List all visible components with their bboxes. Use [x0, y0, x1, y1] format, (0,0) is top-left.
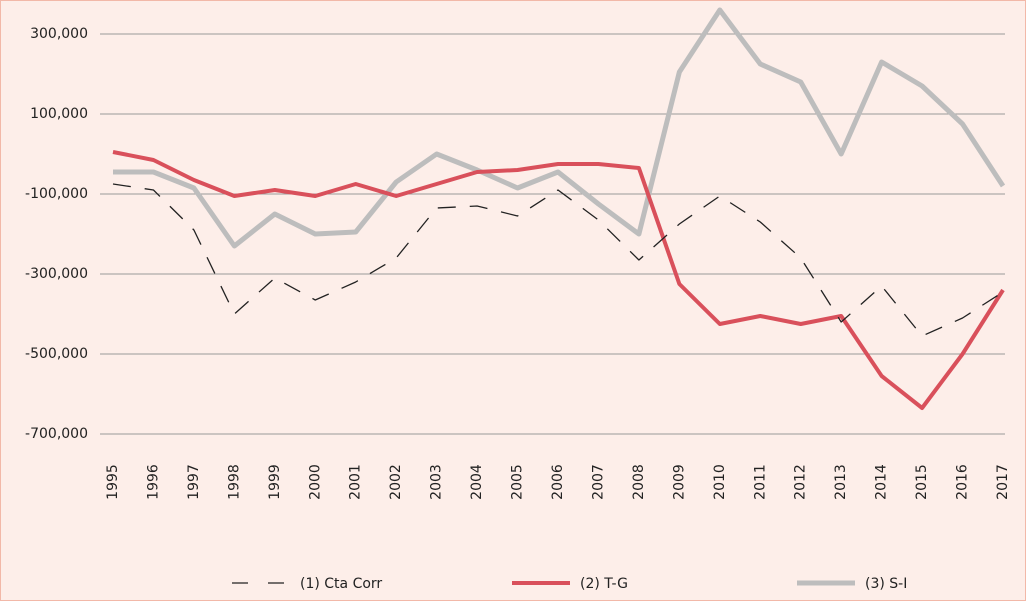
- x-tick-label: 2001: [348, 464, 364, 500]
- x-tick-label: 2003: [429, 464, 445, 500]
- x-tick-label: 2005: [510, 464, 526, 500]
- legend-label: (3) S-I: [865, 576, 907, 592]
- x-tick-label: 2002: [388, 464, 404, 500]
- x-tick-label: 2012: [793, 464, 809, 500]
- x-tick-label: 1998: [226, 464, 242, 500]
- x-tick-label: 2015: [914, 464, 930, 500]
- y-tick-label: 100,000: [30, 106, 88, 122]
- y-tick-label: -500,000: [25, 346, 88, 362]
- line-series: [113, 7, 1006, 249]
- x-tick-label: 2013: [833, 464, 849, 500]
- x-tick-label: 1999: [267, 464, 283, 500]
- x-tick-label: 2008: [631, 464, 647, 500]
- legend-label: (2) T-G: [580, 576, 628, 592]
- x-tick-label: 2017: [995, 464, 1011, 500]
- x-tick-label: 2007: [590, 464, 606, 500]
- line-series: [112, 150, 1005, 410]
- y-tick-label: -300,000: [25, 266, 88, 282]
- x-tick-label: 2016: [955, 464, 971, 500]
- x-tick-label: 2010: [712, 464, 728, 500]
- x-tick-label: 2004: [469, 464, 485, 500]
- x-tick-label: 2000: [307, 464, 323, 500]
- x-tick-label: 2011: [752, 464, 768, 500]
- x-tick-label: 2009: [671, 464, 687, 500]
- legend-label: (1) Cta Corr: [300, 576, 382, 592]
- line-series: [112, 183, 1004, 337]
- x-tick-label: 2006: [550, 464, 566, 500]
- x-tick-label: 2014: [874, 464, 890, 500]
- x-tick-label: 1996: [145, 464, 161, 500]
- y-tick-label: 300,000: [30, 26, 88, 42]
- x-tick-label: 1997: [186, 464, 202, 500]
- y-tick-label: -100,000: [25, 186, 88, 202]
- x-tick-label: 1995: [105, 464, 121, 500]
- y-tick-label: -700,000: [25, 426, 88, 442]
